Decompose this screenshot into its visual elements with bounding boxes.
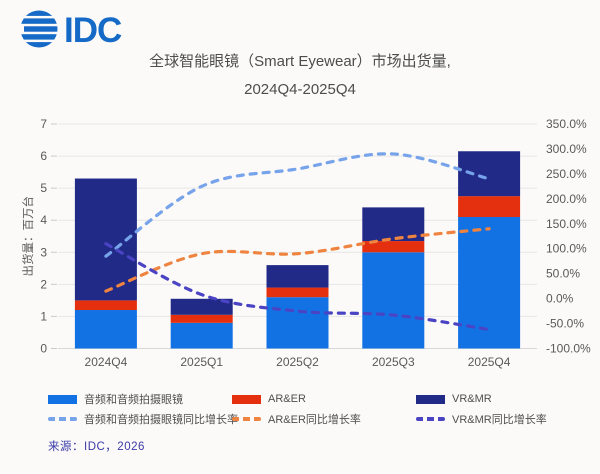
- idc-globe-icon: [20, 10, 58, 48]
- bar-segment: [266, 297, 329, 349]
- source-note: 来源：IDC，2026: [48, 441, 145, 453]
- legend-item-vrmr-yoy: VR&MR同比增长率: [416, 412, 547, 426]
- bar-segment: [170, 298, 233, 315]
- left-axis-title: 出货量：百万台: [21, 196, 35, 277]
- left-axis-tick-label: 1: [40, 309, 47, 323]
- left-axis-tick-label: 6: [40, 149, 47, 163]
- right-axis-tick-label: 50.0%: [546, 267, 580, 281]
- right-axis-tick-label: 350.0%: [546, 117, 587, 131]
- x-axis-category-label: 2025Q2: [276, 355, 319, 369]
- chart-title-line1: 全球智能眼镜（Smart Eyewear）市场出货量,: [149, 53, 451, 70]
- growth-line: [104, 227, 491, 293]
- legend-swatch-vrmr: [416, 394, 445, 404]
- bar-segment: [74, 310, 137, 349]
- x-axis-category-label: 2025Q4: [468, 355, 511, 369]
- legend-label: 音频和音频拍摄眼镜同比增长率: [84, 414, 238, 426]
- x-axis-category-label: 2025Q3: [372, 355, 415, 369]
- growth-line: [104, 242, 491, 332]
- left-axis-tick-label: 2: [40, 277, 47, 291]
- legend-item-audio-glasses: 音频和音频拍摄眼镜: [48, 392, 183, 406]
- x-axis-category-label: 2024Q4: [85, 355, 128, 369]
- idc-logo-text: IDC: [64, 11, 122, 50]
- bar-segment: [458, 196, 521, 218]
- right-axis-tick-label: 100.0%: [546, 242, 587, 256]
- legend-label: VR&MR同比增长率: [452, 414, 547, 426]
- legend-swatch-audio-glasses: [48, 394, 77, 404]
- growth-line: [104, 152, 491, 258]
- legend-swatch-arer-yoy: [232, 417, 261, 421]
- bar-segment: [362, 252, 425, 349]
- legend-swatch-arer: [232, 394, 261, 404]
- legend-item-arer-yoy: AR&ER同比增长率: [232, 412, 361, 426]
- bars-group: [74, 151, 521, 349]
- left-axis-tick-label: 5: [40, 181, 47, 195]
- legend-label: 音频和音频拍摄眼镜: [84, 394, 183, 406]
- chart-title: 全球智能眼镜（Smart Eyewear）市场出货量, 2024Q4-2025Q…: [0, 54, 600, 97]
- left-axis-tick-label: 7: [40, 117, 47, 131]
- left-axis-tick-label: 3: [40, 245, 47, 259]
- right-axis-tick-label: 250.0%: [546, 167, 587, 181]
- right-axis-tick-label: 300.0%: [546, 142, 587, 156]
- idc-logo: IDC: [20, 10, 123, 50]
- right-axis-tick-label: 0.0%: [546, 292, 574, 306]
- bar-segment: [266, 265, 329, 288]
- right-axis-tick-label: -100.0%: [546, 342, 591, 356]
- x-axis-category-label: 2025Q1: [180, 355, 223, 369]
- legend-item-arer: AR&ER: [232, 392, 306, 406]
- bar-segment: [170, 322, 233, 349]
- left-axis-tick-label: 0: [40, 342, 47, 356]
- right-axis-tick-label: 150.0%: [546, 217, 587, 231]
- bar-segment: [170, 314, 233, 323]
- left-axis-tick-label: 4: [40, 213, 47, 227]
- bar-segment: [266, 287, 329, 298]
- legend-swatch-vrmr-yoy: [416, 417, 445, 421]
- legend-item-vrmr: VR&MR: [416, 392, 492, 406]
- bar-segment: [74, 300, 137, 311]
- bar-segment: [458, 217, 521, 349]
- legend-label: VR&MR: [452, 393, 492, 405]
- legend-swatch-audio-glasses-yoy: [48, 417, 77, 421]
- bar-segment: [458, 151, 521, 197]
- chart-title-line2: 2024Q4-2025Q4: [244, 81, 356, 98]
- legend-item-audio-glasses-yoy: 音频和音频拍摄眼镜同比增长率: [48, 412, 238, 426]
- legend-label: AR&ER同比增长率: [268, 414, 361, 426]
- right-axis-tick-label: -50.0%: [546, 317, 584, 331]
- legend-label: AR&ER: [268, 393, 306, 405]
- right-axis-tick-label: 200.0%: [546, 192, 587, 206]
- bar-segment: [362, 241, 425, 253]
